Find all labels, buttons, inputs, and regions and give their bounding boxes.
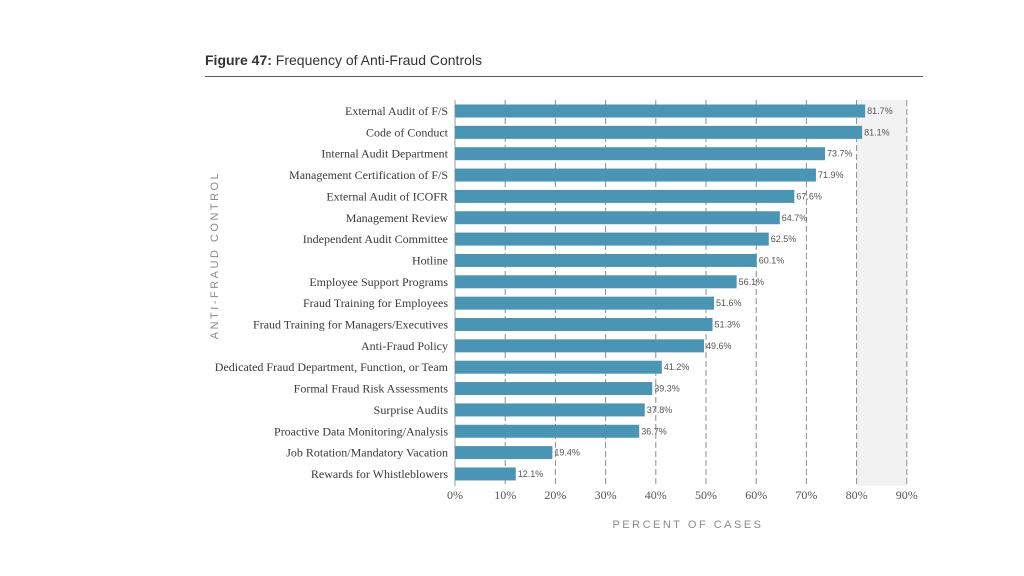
bar bbox=[455, 360, 662, 374]
figure-title-block: Figure 47: Frequency of Anti-Fraud Contr… bbox=[205, 52, 923, 77]
category-label: Management Review bbox=[346, 211, 449, 225]
figure-title: Figure 47: Frequency of Anti-Fraud Contr… bbox=[205, 52, 482, 68]
category-label: Employee Support Programs bbox=[309, 275, 448, 289]
figure-number: Figure 47: bbox=[205, 52, 272, 68]
x-tick-label: 30% bbox=[595, 488, 617, 502]
value-label: 51.6% bbox=[716, 298, 742, 308]
bar bbox=[455, 232, 769, 246]
value-label: 67.6% bbox=[796, 191, 822, 201]
bar bbox=[455, 318, 713, 331]
category-label: Independent Audit Committee bbox=[303, 232, 448, 246]
bar bbox=[455, 403, 645, 417]
value-label: 41.2% bbox=[664, 362, 690, 372]
x-tick-label: 10% bbox=[494, 488, 516, 502]
value-label: 81.7% bbox=[867, 106, 893, 116]
y-axis-title: ANTI-FRAUD CONTROL bbox=[209, 171, 221, 339]
x-tick-labels: 0% 10% 20% 30% 40% 50% 60% 70% 80% 90% bbox=[447, 488, 918, 502]
value-label: 71.9% bbox=[818, 170, 844, 180]
category-label: External Audit of F/S bbox=[345, 104, 448, 118]
value-label: 64.7% bbox=[782, 213, 808, 223]
category-label: Code of Conduct bbox=[366, 125, 449, 139]
bar bbox=[455, 275, 737, 289]
x-axis-title: PERCENT OF CASES bbox=[612, 519, 763, 531]
bar bbox=[455, 467, 516, 481]
value-label: 37.8% bbox=[647, 405, 673, 415]
figure-title-text: Frequency of Anti-Fraud Controls bbox=[275, 52, 483, 68]
x-tick-label: 80% bbox=[846, 488, 868, 502]
bar bbox=[455, 446, 553, 460]
bars bbox=[455, 104, 866, 481]
value-label: 81.1% bbox=[864, 127, 890, 137]
x-tick-label: 0% bbox=[447, 488, 463, 502]
x-tick-label: 70% bbox=[795, 488, 817, 502]
category-label: Proactive Data Monitoring/Analysis bbox=[274, 424, 448, 438]
value-label: 36.7% bbox=[641, 426, 667, 436]
value-label: 60.1% bbox=[759, 255, 785, 265]
bar bbox=[455, 253, 757, 267]
x-tick-label: 50% bbox=[695, 488, 717, 502]
category-label: Hotline bbox=[412, 253, 448, 267]
bar bbox=[455, 296, 715, 310]
category-label: Anti-Fraud Policy bbox=[361, 339, 448, 353]
bar bbox=[455, 104, 866, 118]
category-label: Formal Fraud Risk Assessments bbox=[294, 382, 449, 396]
plot-background bbox=[856, 100, 907, 486]
value-label: 19.4% bbox=[554, 448, 580, 458]
x-tick-label: 40% bbox=[645, 488, 667, 502]
bar bbox=[455, 382, 653, 396]
value-label: 56.1% bbox=[739, 277, 765, 287]
category-label: External Audit of ICOFR bbox=[326, 189, 448, 203]
category-label: Internal Audit Department bbox=[321, 147, 448, 161]
bar bbox=[455, 147, 825, 161]
value-label: 49.6% bbox=[706, 341, 732, 351]
category-label: Management Certification of F/S bbox=[289, 168, 448, 182]
category-label: Job Rotation/Mandatory Vacation bbox=[286, 446, 448, 460]
grid-lines bbox=[454, 100, 908, 486]
value-label: 12.1% bbox=[518, 469, 544, 479]
value-label: 73.7% bbox=[827, 149, 853, 159]
x-tick-label: 90% bbox=[896, 488, 918, 502]
category-label: Dedicated Fraud Department, Function, or… bbox=[215, 360, 449, 374]
bar bbox=[455, 339, 704, 353]
value-label: 62.5% bbox=[771, 234, 797, 244]
value-label: 51.3% bbox=[715, 320, 741, 330]
x-tick-label: 60% bbox=[745, 488, 767, 502]
bar bbox=[455, 211, 780, 225]
value-labels: 81.7% 81.1% 73.7% 71.9% 67.6% 64.7% 62.5% 60.1%… bbox=[518, 106, 893, 479]
category-labels: External Audit of F/S Code of Conduct Inte… bbox=[215, 104, 449, 481]
bar bbox=[455, 424, 640, 438]
category-label: Fraud Training for Managers/Executives bbox=[253, 318, 448, 332]
category-label: Surprise Audits bbox=[374, 403, 449, 417]
bar bbox=[455, 125, 863, 139]
category-label: Fraud Training for Employees bbox=[303, 296, 448, 310]
bar bbox=[455, 168, 816, 182]
bar bbox=[455, 189, 795, 203]
x-tick-label: 20% bbox=[544, 488, 566, 502]
value-label: 39.3% bbox=[654, 384, 680, 394]
category-label: Rewards for Whistleblowers bbox=[311, 467, 448, 481]
